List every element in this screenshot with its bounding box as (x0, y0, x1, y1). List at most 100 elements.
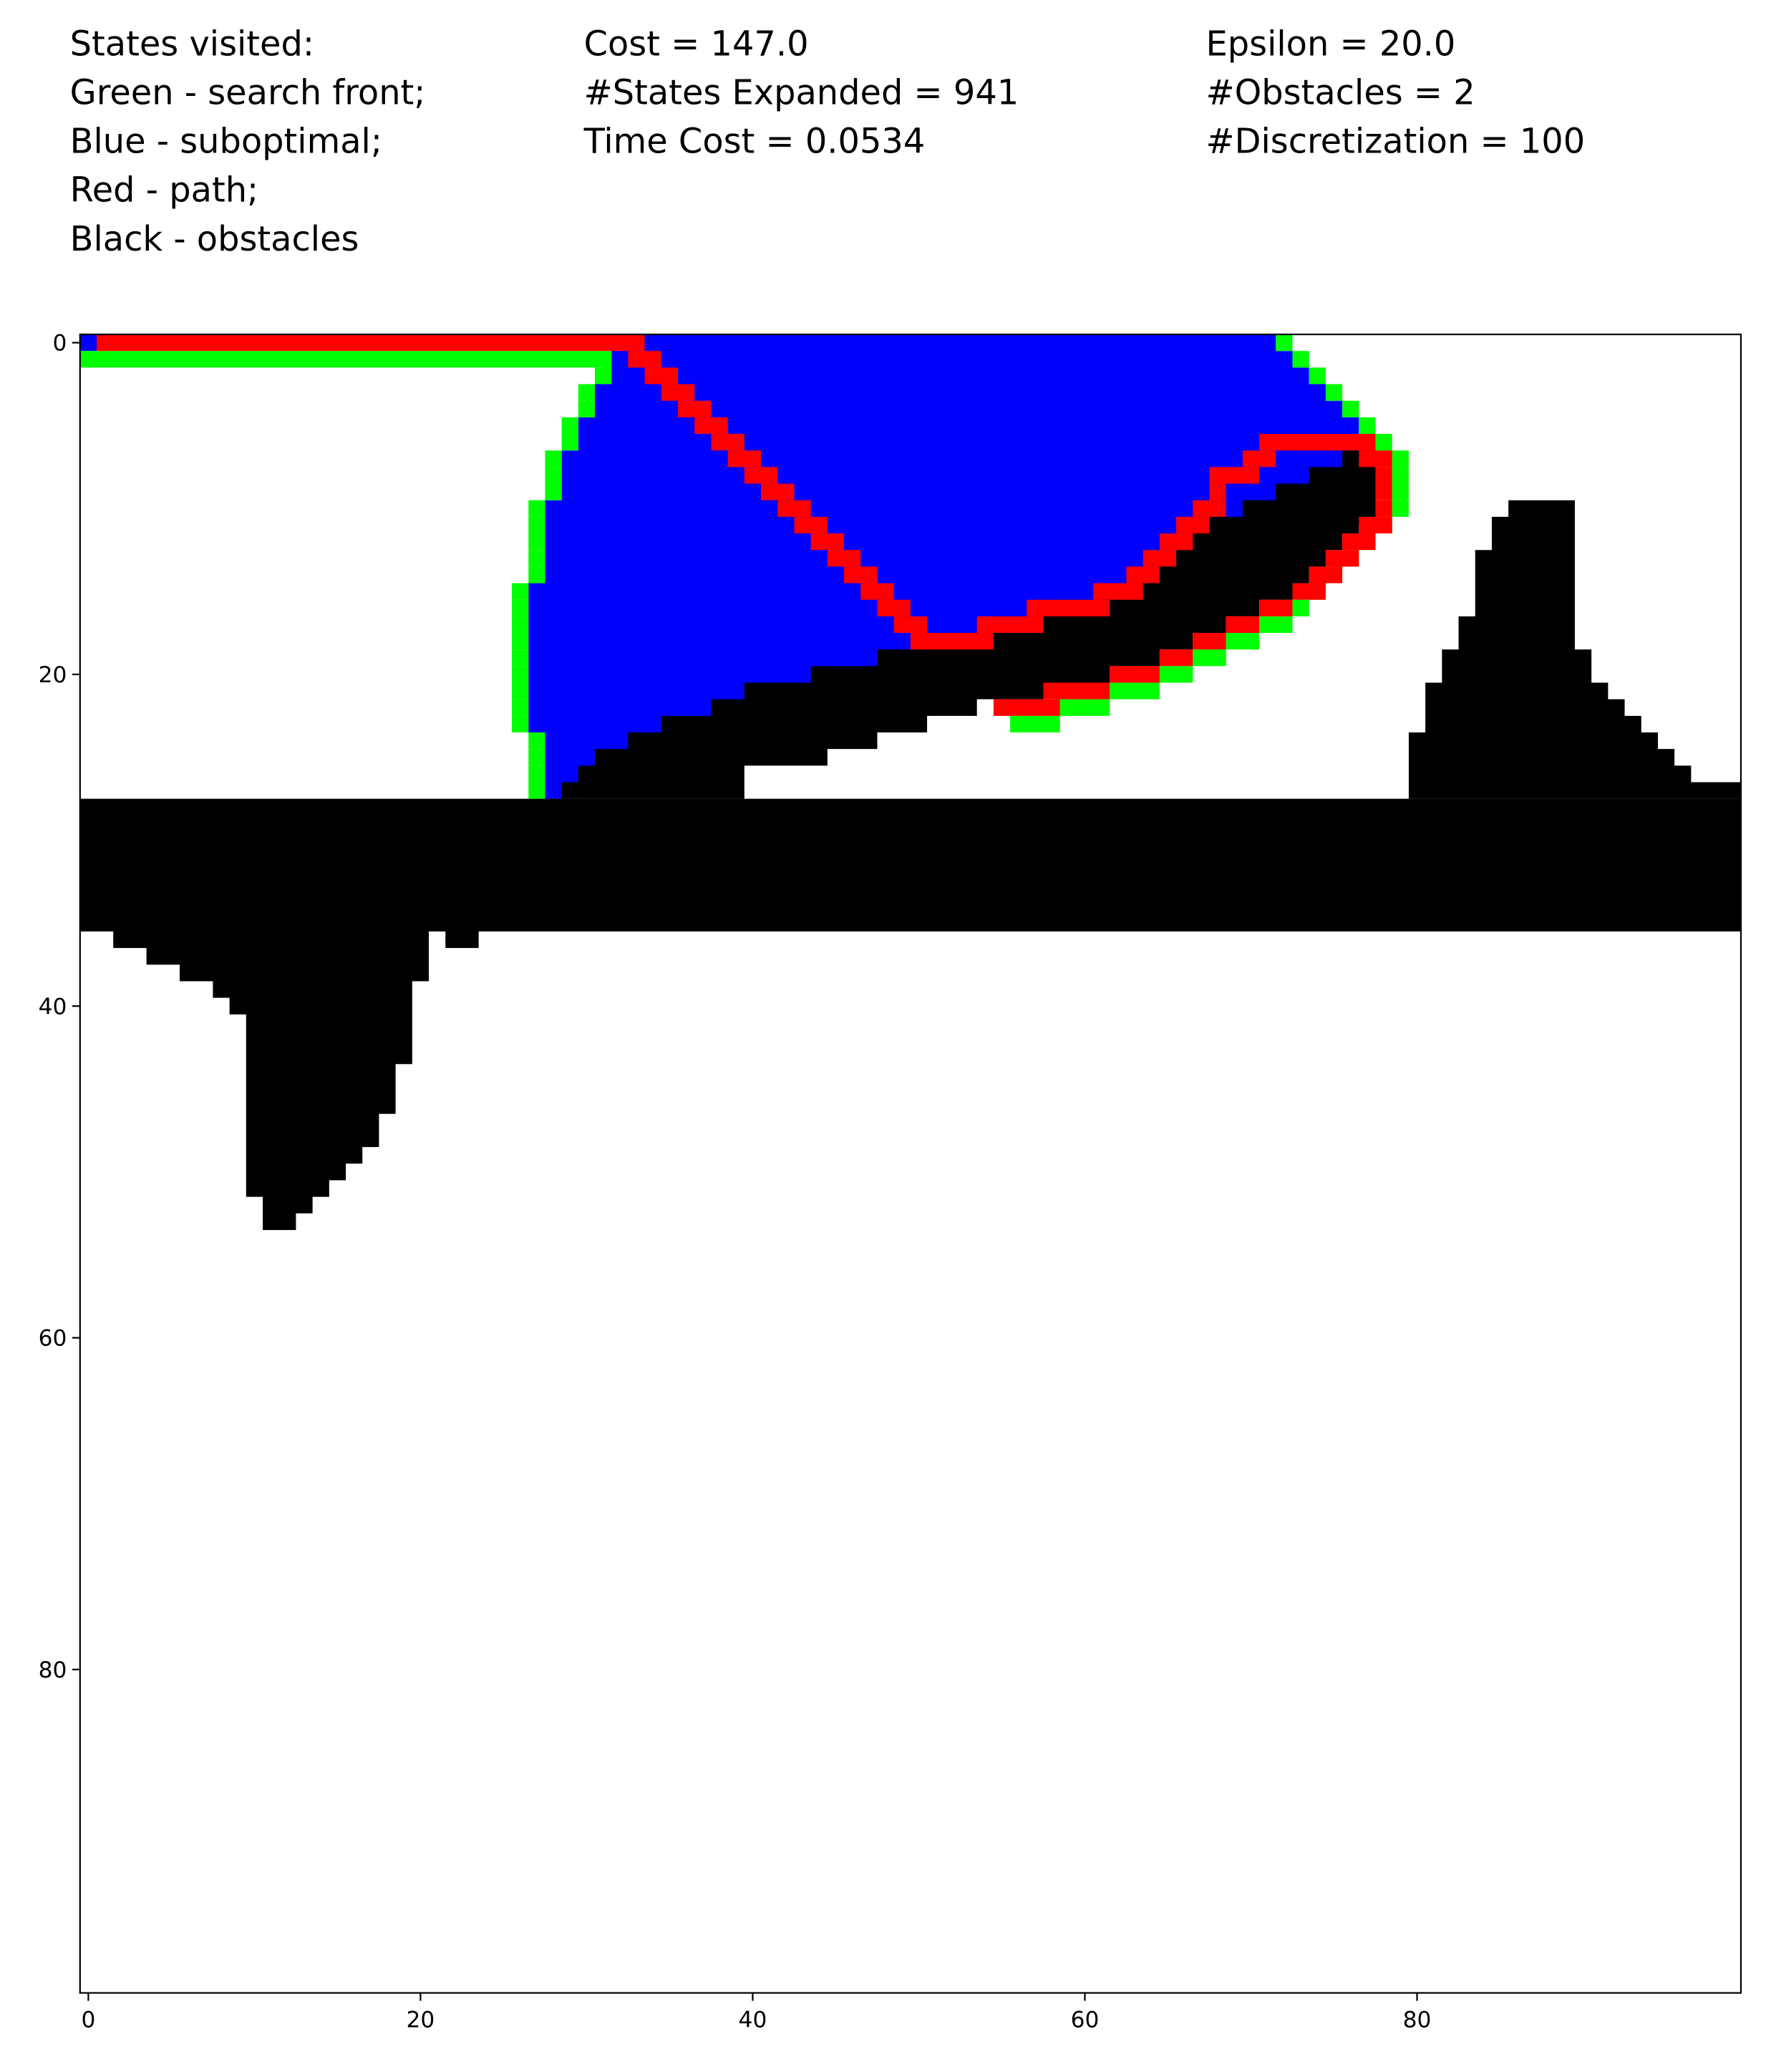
path-cell (661, 384, 695, 401)
y-tick-label: 40 (39, 994, 67, 1020)
search-front-cell (1159, 666, 1193, 683)
search-front-cell (1193, 649, 1226, 667)
path-cell (1176, 516, 1210, 534)
path-cell (1375, 500, 1392, 517)
search-front-cell (1292, 599, 1309, 616)
path-cell (1159, 533, 1193, 551)
path-cell (1193, 500, 1226, 517)
search-front-cell (528, 749, 545, 766)
path-cell (1093, 583, 1143, 600)
annotation: States visited: (70, 24, 314, 64)
search-front-cell (1392, 500, 1409, 517)
path-cell (993, 699, 1060, 716)
obstacle (79, 798, 1741, 931)
path-cell (1359, 450, 1392, 468)
path-cell (1325, 550, 1359, 567)
path-cell (1209, 483, 1226, 500)
path-cell (97, 334, 645, 352)
search-front-cell (512, 649, 529, 667)
grid-cells (79, 334, 1741, 1230)
obstacle (1408, 500, 1741, 799)
path-cell (727, 450, 762, 468)
plot-frame (79, 333, 1742, 1994)
annotation: Blue - suboptimal; (70, 122, 382, 162)
path-cell (1027, 599, 1110, 616)
obstacle (445, 931, 479, 949)
annotation: Epsilon = 20.0 (1206, 24, 1456, 64)
x-tick-label: 60 (1071, 2007, 1100, 2033)
search-front-cell (1392, 483, 1409, 500)
search-front-cell (512, 715, 529, 733)
search-front-cell (79, 351, 612, 368)
path-cell (1110, 666, 1160, 683)
annotation: Black - obstacles (70, 220, 359, 259)
path-cell (1342, 533, 1376, 551)
annotation: Red - path; (70, 171, 259, 210)
path-cell (910, 633, 994, 650)
search-front-cell (545, 450, 562, 468)
search-front-cell (512, 616, 529, 634)
search-front-cell (512, 682, 529, 699)
path-cell (628, 351, 661, 368)
annotation: #Obstacles = 2 (1206, 73, 1475, 112)
path-cell (1309, 566, 1343, 584)
x-tick-label: 0 (81, 2007, 95, 2033)
obstacle (113, 931, 430, 1230)
x-tick-label: 20 (407, 2007, 435, 2033)
search-front-cell (561, 417, 578, 435)
search-front-cell (561, 434, 578, 451)
path-cell (893, 616, 928, 634)
search-front-cell (528, 566, 545, 584)
y-tick-label: 20 (39, 662, 67, 688)
path-cell (827, 550, 861, 567)
path-cell (694, 417, 728, 435)
path-cell (678, 400, 712, 417)
path-cell (1142, 550, 1177, 567)
path-cell (761, 483, 795, 500)
annotation: Cost = 147.0 (584, 24, 809, 64)
y-tick-label: 80 (39, 1657, 67, 1683)
annotation: Green - search front; (70, 73, 426, 112)
search-front-cell (578, 400, 596, 417)
search-front-cell (1359, 417, 1376, 435)
search-front-cell (1059, 699, 1110, 716)
search-front-cell (1392, 467, 1409, 484)
search-front-cell (528, 782, 545, 799)
obstacle (561, 450, 1376, 799)
path-cell (976, 616, 1044, 634)
path-cell (1259, 599, 1293, 616)
search-front-cell (528, 533, 545, 551)
path-cell (644, 367, 679, 384)
search-front-cell (512, 633, 529, 650)
search-front-cell (1276, 334, 1293, 352)
search-front-cell (512, 699, 529, 716)
search-front-cell (1292, 351, 1309, 368)
search-front-cell (1392, 450, 1409, 468)
path-cell (777, 500, 811, 517)
x-tick-label: 40 (739, 2007, 767, 2033)
annotation: #States Expanded = 941 (584, 73, 1019, 112)
search-front-cell (528, 765, 545, 783)
search-front-cell (512, 666, 529, 683)
path-cell (1043, 682, 1110, 699)
search-front-cell (528, 732, 545, 750)
path-cell (744, 467, 778, 484)
search-front-cell (512, 583, 529, 600)
path-cell (711, 434, 744, 451)
search-front-cell (512, 599, 529, 616)
path-cell (1375, 483, 1392, 500)
search-front-cell (1325, 384, 1343, 401)
path-cell (1193, 633, 1226, 650)
path-cell (1259, 434, 1376, 451)
suboptimal-cell (79, 334, 97, 352)
search-front-cell (1259, 616, 1293, 634)
search-front-cell (528, 516, 545, 534)
annotation: #Discretization = 100 (1206, 122, 1586, 162)
path-cell (1159, 649, 1193, 667)
search-front-cell (1010, 715, 1060, 733)
search-front-cell (1375, 434, 1392, 451)
y-tick-label: 0 (52, 331, 67, 357)
search-front-cell (1110, 682, 1160, 699)
path-cell (1292, 583, 1326, 600)
